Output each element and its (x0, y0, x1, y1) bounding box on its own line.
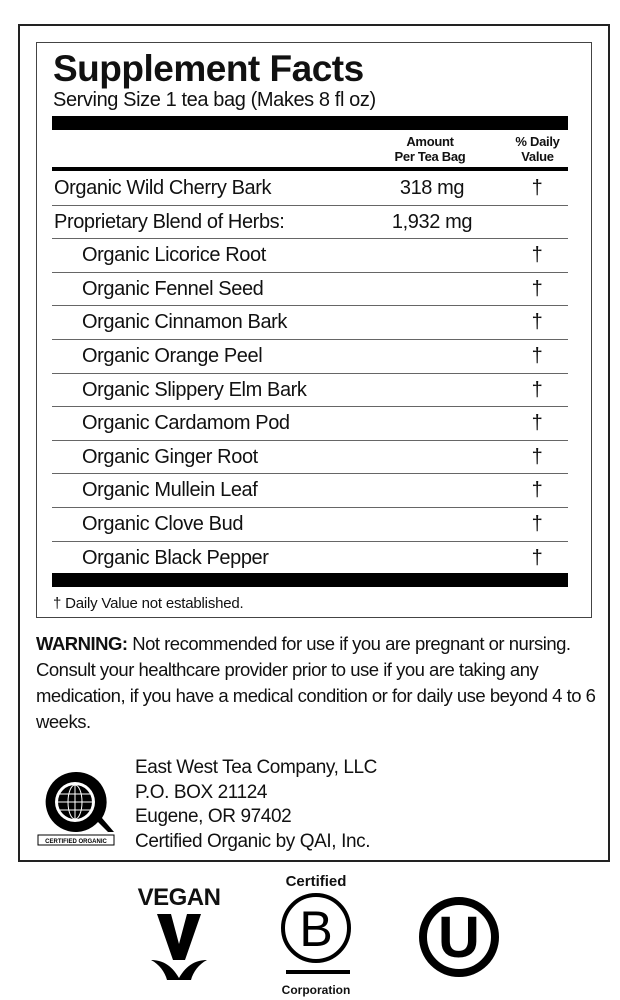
ingredient-amount: 318 mg (399, 177, 465, 199)
ingredient-daily-value: † (531, 177, 543, 199)
footnote: † Daily Value not established. (53, 595, 244, 612)
ingredient-name: Organic Slippery Elm Bark (82, 378, 307, 401)
vegan-logo: VEGAN (132, 884, 226, 987)
company-address: East West Tea Company, LLC P.O. BOX 2112… (135, 756, 377, 854)
ingredient-row: Organic Licorice Root † (52, 239, 568, 273)
po-box: P.O. BOX 21124 (135, 781, 268, 803)
ingredient-name: Organic Fennel Seed (82, 277, 264, 300)
ingredient-name: Organic Wild Cherry Bark (54, 177, 272, 199)
amount-header-line1: Amount (406, 134, 454, 149)
vegan-logo-text: VEGAN (137, 884, 221, 911)
ou-kosher-logo: U (417, 895, 501, 984)
ingredient-name: Organic Black Pepper (82, 546, 269, 569)
ingredient-row: Organic Black Pepper † (52, 542, 568, 576)
ingredient-row: Organic Fennel Seed † (52, 273, 568, 307)
bcorp-top-text: Certified (285, 873, 347, 890)
amount-header-line2: Per Tea Bag (394, 149, 466, 164)
thick-divider (52, 573, 568, 587)
ingredient-row: Organic Wild Cherry Bark 318 mg † (52, 172, 568, 206)
warning-text: WARNING: Not recommended for use if you … (36, 631, 596, 735)
ingredient-name: Organic Licorice Root (82, 244, 266, 267)
ingredient-row: Organic Clove Bud † (52, 508, 568, 542)
ingredient-row: Organic Ginger Root † (52, 441, 568, 475)
warning-label: WARNING: (36, 633, 128, 654)
ingredient-row: Organic Mullein Leaf † (52, 474, 568, 508)
city-state-zip: Eugene, OR 97402 (135, 806, 292, 827)
certified-b-corporation-logo: Certified B Corporation (272, 873, 360, 997)
dv-header-line2: Value (521, 149, 554, 164)
supplement-facts-panel (36, 42, 592, 618)
ingredient-daily-value: † (531, 513, 543, 535)
warning-body: Not recommended for use if you are pregn… (36, 633, 596, 732)
label-outer-border (18, 24, 610, 862)
ingredient-name: Organic Orange Peel (82, 345, 263, 367)
dv-header-line1: % Daily (515, 134, 560, 149)
ingredient-name: Organic Cinnamon Bark (82, 311, 288, 334)
ingredient-row: Proprietary Blend of Herbs: 1,932 mg (52, 206, 568, 240)
daily-value-header: % Daily Value (505, 134, 570, 164)
header-divider (52, 167, 568, 171)
ingredient-daily-value: † (531, 412, 543, 435)
ingredient-daily-value: † (531, 244, 543, 267)
ou-letter: U (438, 905, 480, 970)
ingredient-name: Organic Cardamom Pod (82, 412, 290, 435)
qai-logo-text: CERTIFIED ORGANIC (45, 839, 107, 845)
ingredient-daily-value: † (531, 546, 543, 569)
ingredient-row: Organic Cinnamon Bark † (52, 306, 568, 340)
ingredient-daily-value: † (531, 445, 543, 468)
thick-divider (52, 116, 568, 130)
ingredient-daily-value: † (531, 479, 543, 502)
vegan-v-leaf-icon (151, 914, 207, 980)
serving-size: Serving Size 1 tea bag (Makes 8 fl oz) (53, 89, 376, 111)
ingredient-name: Organic Ginger Root (82, 445, 258, 468)
ingredient-row: Organic Orange Peel † (52, 340, 568, 374)
ingredient-daily-value: † (531, 378, 543, 401)
ingredient-name: Organic Clove Bud (82, 513, 244, 535)
ingredient-daily-value: † (531, 345, 543, 367)
ingredient-amount: 1,932 mg (391, 210, 473, 233)
ingredient-row: Organic Cardamom Pod † (52, 407, 568, 441)
ingredient-name: Organic Mullein Leaf (82, 479, 258, 502)
amount-header: Amount Per Tea Bag (380, 134, 480, 164)
bcorp-letter: B (299, 901, 332, 957)
ingredient-daily-value: † (531, 277, 543, 300)
ingredient-name: Proprietary Blend of Herbs: (54, 210, 285, 233)
certification-line: Certified Organic by QAI, Inc. (135, 830, 371, 852)
qai-certified-organic-logo: CERTIFIED ORGANIC (36, 768, 116, 853)
panel-title: Supplement Facts (53, 48, 364, 89)
company-name: East West Tea Company, LLC (135, 757, 377, 778)
ingredient-row: Organic Slippery Elm Bark † (52, 374, 568, 408)
ingredient-daily-value: † (531, 311, 543, 334)
bcorp-bottom-text: Corporation (281, 983, 351, 997)
